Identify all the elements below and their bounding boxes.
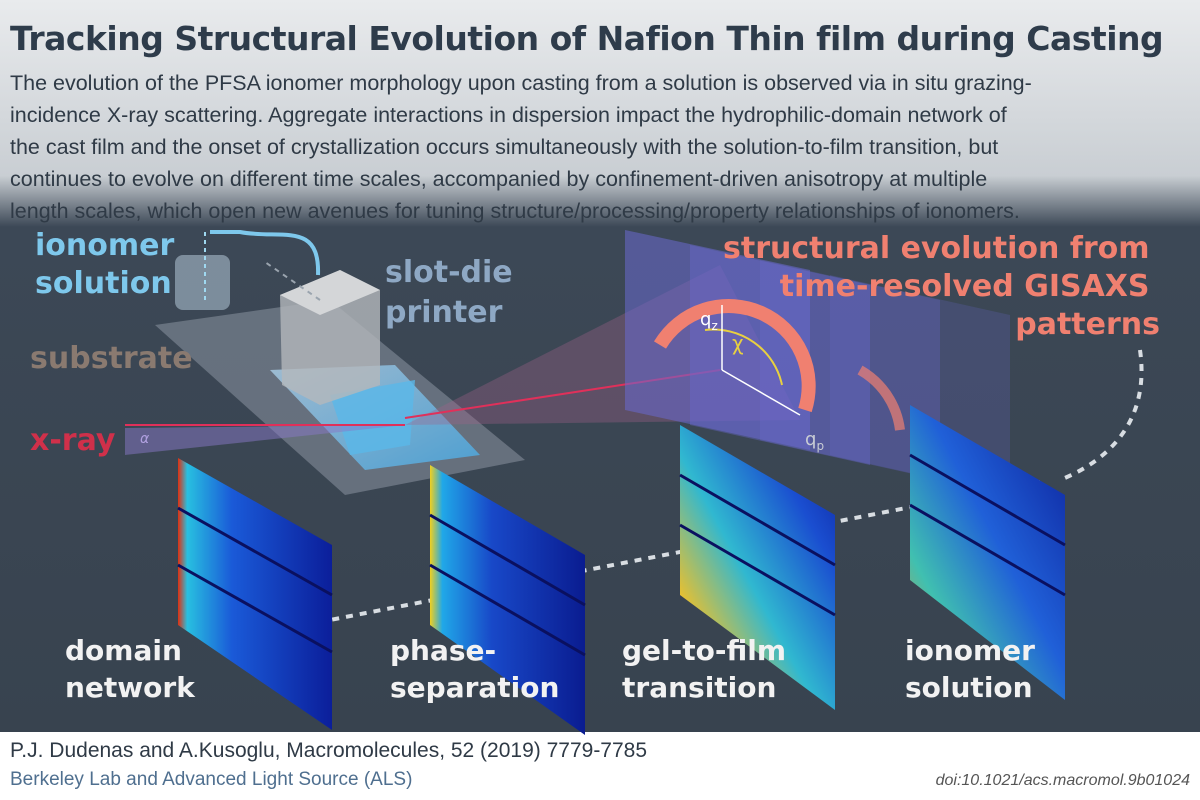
footer-band: [0, 732, 1200, 800]
substrate-label: substrate: [30, 341, 193, 376]
chi-label: χ: [732, 331, 744, 355]
evolution-label: structural evolution from time-resolved …: [723, 231, 1160, 342]
ionomer-solution-label: ionomer solution: [35, 228, 185, 301]
stage-label: phase- separation: [390, 634, 559, 704]
summary-line: continues to evolve on different time sc…: [10, 167, 987, 191]
scattering-ring: [653, 299, 816, 413]
summary-line: incidence X-ray scattering. Aggregate in…: [10, 103, 1007, 127]
scattering-ring: [857, 365, 905, 431]
summary-line: the cast film and the onset of crystalli…: [10, 135, 998, 159]
flow-arrow: [1059, 349, 1144, 482]
slot-die-label: slot-die printer: [385, 255, 523, 330]
q-subscript: z: [711, 319, 717, 333]
qp-axis: [721, 369, 801, 416]
angle-label: α: [140, 431, 150, 447]
q-symbol: q: [805, 429, 816, 450]
label-line: ionomer: [905, 634, 1035, 667]
citation: P.J. Dudenas and A.Kusoglu, Macromolecul…: [10, 739, 647, 762]
qz-label: qz: [700, 309, 718, 333]
label-line: solution: [905, 671, 1033, 704]
stage-label: ionomer solution: [905, 634, 1045, 704]
label-line: transition: [622, 671, 776, 704]
detector-plane: [625, 230, 810, 450]
label-line: structural evolution from: [723, 231, 1150, 266]
label-line: slot-die: [385, 255, 513, 290]
label-line: network: [65, 671, 196, 704]
label-line: time-resolved GISAXS: [780, 269, 1150, 304]
label-line: ionomer: [35, 228, 174, 263]
beam-cone: [125, 425, 405, 455]
stage-label: domain network: [65, 634, 196, 704]
solution-beaker: [175, 255, 230, 310]
summary-line: length scales, which open new avenues fo…: [10, 199, 1020, 223]
label-line: separation: [390, 671, 559, 704]
summary-line: The evolution of the PFSA ionomer morpho…: [10, 71, 1032, 95]
motion-arrow: [264, 261, 321, 301]
gisaxs-pattern: [178, 458, 332, 730]
label-line: solution: [35, 266, 172, 301]
film-wet: [330, 380, 415, 455]
slot-die-top: [280, 270, 380, 315]
stage-label: gel-to-film transition: [622, 634, 796, 704]
chi-arrow: [704, 328, 783, 386]
affiliation: Berkeley Lab and Advanced Light Source (…: [10, 769, 412, 790]
label-line: gel-to-film: [622, 634, 786, 667]
qp-label: qp: [805, 429, 824, 453]
label-line: domain: [65, 634, 182, 667]
summary: The evolution of the PFSA ionomer morpho…: [10, 71, 1032, 223]
q-subscript: p: [816, 439, 824, 453]
title: Tracking Structural Evolution of Nafion …: [10, 19, 1163, 58]
x-ray-label: x-ray: [30, 423, 116, 458]
pattern-streaks: [177, 453, 1066, 657]
gisaxs-pattern: [430, 465, 585, 735]
label-line: phase-: [390, 634, 496, 667]
doi: doi:10.1021/acs.macromol.9b01024: [936, 772, 1190, 789]
label-line: printer: [385, 295, 503, 330]
label-line: patterns: [1015, 307, 1160, 342]
q-symbol: q: [700, 309, 711, 330]
feed-tube: [210, 230, 321, 276]
